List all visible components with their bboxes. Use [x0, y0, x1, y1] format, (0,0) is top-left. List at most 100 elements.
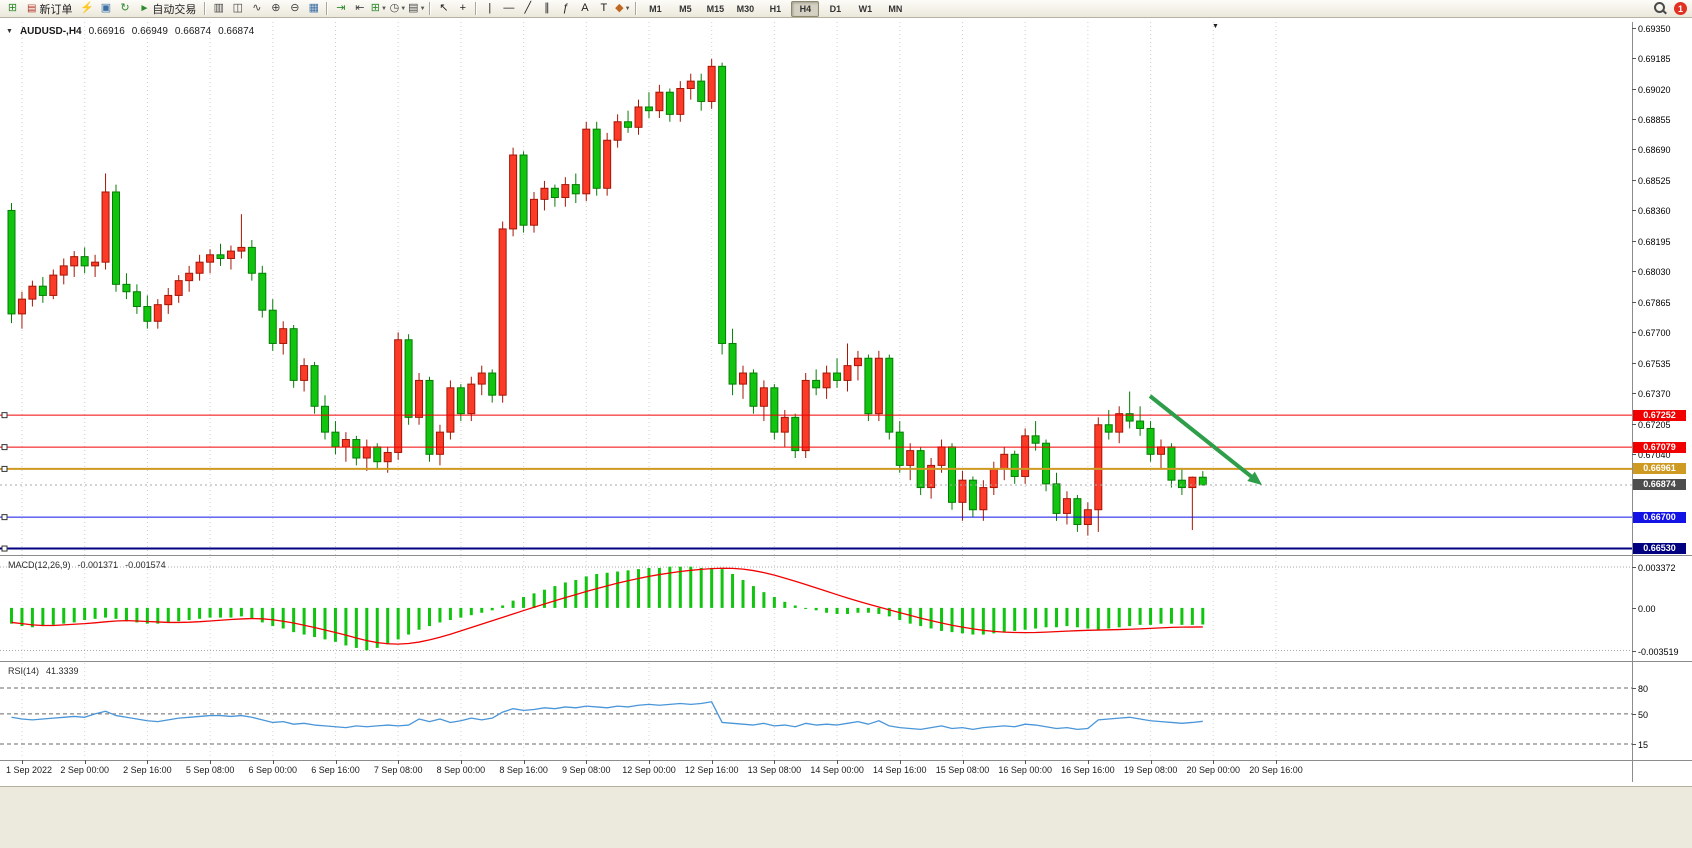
price-axis-tick: 0.67535 [1638, 358, 1671, 369]
new-chart-icon[interactable]: ⊞ [3, 1, 22, 17]
market-watch-icon[interactable]: ▣ [96, 1, 115, 17]
macd-canvas[interactable] [0, 557, 1632, 660]
price-axis-tick: 0.69020 [1638, 84, 1671, 95]
quick-trade-icon[interactable]: ⚡ [77, 1, 96, 17]
timeframe-h1[interactable]: H1 [769, 3, 782, 14]
text-icon[interactable]: A [575, 1, 594, 17]
shapes-button[interactable]: ◆ ▼ [613, 1, 632, 17]
trend-arrow-head[interactable] [1247, 471, 1262, 485]
ohlc-close: 0.66874 [218, 26, 255, 37]
macd-histogram-bar [1002, 607, 1006, 633]
candle-body [310, 365, 319, 407]
macd-histogram-bar [678, 566, 682, 608]
notification-badge[interactable]: 1 [1674, 2, 1687, 15]
macd-histogram-bar [177, 607, 181, 622]
macd-histogram-bar [1117, 607, 1121, 628]
timeframe-m15[interactable]: M15 [706, 3, 725, 14]
zoom-out-icon[interactable]: ⊖ [285, 1, 304, 17]
macd-histogram-bar [469, 607, 473, 616]
line-handle[interactable] [1, 465, 8, 472]
macd-histogram-bar [10, 607, 13, 624]
auto-scroll-icon[interactable]: ⇥ [331, 1, 350, 17]
candlestick-chart-icon[interactable]: ◫ [228, 1, 247, 17]
indicators-button[interactable]: ⊞ ▼ [369, 1, 388, 17]
candle-body [1073, 498, 1082, 526]
macd-histogram-bar [41, 607, 45, 627]
price-label-0.67252[interactable]: 0.67252 [1633, 409, 1686, 421]
toolbar-separator [475, 2, 478, 15]
search-icon[interactable] [1654, 2, 1667, 15]
candle-body [1125, 413, 1134, 422]
timeframe-m1[interactable]: M1 [649, 3, 662, 14]
candle-body [425, 379, 434, 455]
new-order-button[interactable]: ▤ 新订单 [22, 1, 77, 17]
rsi-canvas[interactable] [0, 663, 1632, 759]
timeframe-m30[interactable]: M30 [736, 3, 755, 14]
macd-histogram-bar [1138, 607, 1142, 625]
candle-body [321, 405, 329, 433]
macd-histogram-bar [156, 607, 160, 624]
timeframe-h4[interactable]: H4 [791, 0, 820, 17]
line-handle[interactable] [1, 412, 8, 419]
price-label-0.67079[interactable]: 0.67079 [1633, 441, 1686, 453]
crosshair-icon[interactable]: + [453, 1, 472, 17]
time-axis-tick: 9 Sep 08:00 [562, 765, 611, 775]
price-axis-tick: 0.67700 [1638, 328, 1671, 339]
macd-histogram-bar [919, 607, 923, 627]
candle-body [112, 191, 120, 285]
timeframe-d1[interactable]: D1 [829, 3, 842, 14]
trend-arrow[interactable] [1148, 394, 1257, 482]
time-axis-tick-mark [586, 760, 588, 764]
zoom-in-icon[interactable]: ⊕ [266, 1, 285, 17]
timeframe-mn[interactable]: MN [888, 3, 903, 14]
macd-histogram-bar [522, 596, 526, 608]
macd-histogram-bar [239, 607, 243, 617]
chart-menu-icon[interactable]: ▼ [6, 28, 13, 35]
templates-button[interactable]: ▤ ▼ [407, 1, 426, 17]
tile-windows-icon[interactable]: ▦ [304, 1, 323, 17]
candle-body [237, 246, 246, 252]
macd-histogram-bar [532, 593, 536, 608]
bar-chart-icon[interactable]: ▥ [209, 1, 228, 17]
text-icon: A [581, 2, 589, 14]
periods-button[interactable]: ◷ ▼ [388, 1, 407, 17]
panel-separator-rsi[interactable] [0, 661, 1692, 662]
fibonacci-icon[interactable]: ƒ [556, 1, 575, 17]
timeframe-m5[interactable]: M5 [679, 3, 692, 14]
time-axis-tick: 15 Sep 08:00 [935, 765, 990, 775]
macd-histogram-bar [396, 607, 400, 640]
line-handle[interactable] [1, 444, 8, 451]
refresh-icon[interactable]: ↻ [115, 1, 134, 17]
price-chart-canvas[interactable] [0, 22, 1632, 555]
timeframe-w1[interactable]: W1 [858, 3, 873, 14]
trendline-icon[interactable]: ╱ [518, 1, 537, 17]
time-axis-tick: 2 Sep 00:00 [60, 765, 109, 775]
candle-body [833, 372, 842, 381]
text-label-icon[interactable]: T [594, 1, 613, 17]
cursor-icon[interactable]: ↖ [434, 1, 453, 17]
price-label-0.66874[interactable]: 0.66874 [1633, 479, 1686, 491]
line-chart-icon[interactable]: ∿ [247, 1, 266, 17]
candle-body [122, 283, 131, 293]
price-label-0.66961[interactable]: 0.66961 [1633, 463, 1686, 475]
autotrading-button[interactable]: ► 自动交易 [134, 1, 201, 17]
new-order-button-label: 新订单 [39, 3, 73, 16]
price-axis-tick: 0.68855 [1638, 114, 1671, 125]
chart-shift-icon[interactable]: ⇤ [350, 1, 369, 17]
candle-body [1167, 446, 1176, 481]
price-label-0.66700[interactable]: 0.66700 [1633, 511, 1686, 523]
shapes-button: ◆ [615, 2, 624, 14]
chart-window[interactable]: ▼ AUDUSD-,H4 0.66916 0.66949 0.66874 0.6… [0, 18, 1692, 786]
horizontal-line-icon[interactable]: — [499, 1, 518, 17]
candle-body [164, 294, 173, 306]
macd-histogram-bar [344, 607, 348, 646]
price-label-0.66530[interactable]: 0.66530 [1633, 543, 1686, 555]
line-handle[interactable] [1, 514, 8, 521]
vertical-line-icon[interactable]: | [480, 1, 499, 17]
chart-shift-marker[interactable]: ▼ [1212, 23, 1219, 30]
line-handle[interactable] [1, 545, 8, 552]
channel-icon[interactable]: ∥ [537, 1, 556, 17]
macd-histogram-bar [145, 607, 149, 624]
candle-body [728, 342, 737, 385]
panel-separator-macd[interactable] [0, 555, 1692, 556]
